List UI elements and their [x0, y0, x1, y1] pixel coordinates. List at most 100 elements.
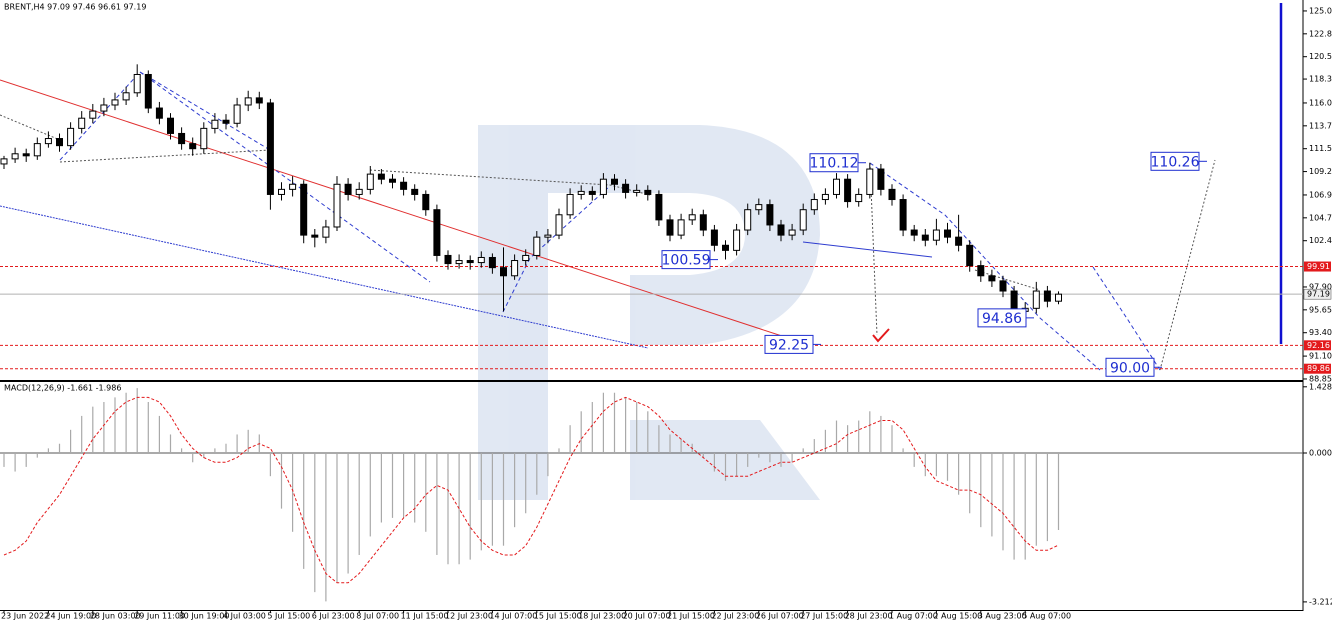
- candle-body: [921, 234, 929, 241]
- x-tick-label: 24 Jun 19:00: [45, 612, 96, 621]
- macd-signal: [3, 396, 1059, 584]
- candle-body: [955, 236, 963, 246]
- candle-body: [244, 97, 252, 106]
- candle-body: [344, 183, 352, 195]
- y-tick-label: 91.10: [1309, 352, 1332, 361]
- candle-body: [78, 117, 86, 129]
- y-tick-label: 118.35: [1309, 75, 1332, 84]
- candle-body: [322, 226, 330, 238]
- x-tick-label: 15 Jul 15:00: [534, 612, 582, 621]
- candle-body: [744, 209, 752, 231]
- candle-body: [189, 143, 197, 150]
- candle-body: [455, 260, 463, 265]
- candle-body: [300, 183, 308, 236]
- candle-body: [999, 280, 1007, 292]
- x-tick-label: 22 Jul 23:00: [711, 612, 759, 621]
- candle-body: [799, 209, 807, 231]
- candle-body: [11, 153, 19, 160]
- candle-body: [666, 219, 674, 236]
- candle-body: [67, 127, 75, 147]
- x-tick-label: 18 Jul 23:00: [578, 612, 626, 621]
- candle-body: [655, 193, 663, 221]
- macd-y-tick-label: -3.212: [1309, 597, 1332, 606]
- chart-header: BRENT,H4 97.09 97.46 96.61 97.19: [4, 3, 146, 12]
- candle-body: [44, 138, 52, 145]
- x-tick-label: 29 Jun 11:00: [134, 612, 185, 621]
- y-tick-label: 88.85: [1309, 374, 1332, 383]
- annotation-label: 92.25: [769, 337, 809, 353]
- y-tick-label: 97.90: [1309, 282, 1332, 291]
- candle-body: [155, 107, 163, 119]
- candle-body: [977, 265, 985, 277]
- candle-body: [833, 178, 840, 195]
- candle-body: [844, 178, 852, 203]
- candle-body: [477, 256, 485, 264]
- candle-body: [255, 97, 263, 104]
- candle-body: [500, 267, 507, 277]
- x-tick-label: 1 Aug 07:00: [889, 612, 938, 621]
- candle-body: [233, 104, 241, 124]
- candle-body: [89, 110, 97, 119]
- y-tick-label: 95.65: [1309, 305, 1332, 314]
- x-tick-label: 4 Jul 03:00: [223, 612, 266, 621]
- candle-body: [56, 138, 63, 147]
- candle-body: [544, 234, 552, 238]
- candle-body: [877, 168, 885, 190]
- x-tick-label: 30 Jun 19:00: [179, 612, 230, 621]
- candle-body: [633, 189, 641, 193]
- x-tick-label: 2 Aug 15:00: [933, 612, 982, 621]
- y-tick-label: 120.55: [1309, 52, 1332, 61]
- candle-body: [699, 214, 707, 231]
- candle-body: [333, 183, 341, 228]
- y-tick-label: 111.50: [1309, 144, 1332, 153]
- x-tick-label: 20 Jul 07:00: [623, 612, 671, 621]
- candle-body: [777, 224, 785, 236]
- candle-body: [422, 193, 430, 211]
- candle-body: [821, 193, 829, 201]
- last-price-label: 97.19: [1307, 290, 1330, 299]
- macd-y-tick-label: 0.000: [1309, 448, 1332, 457]
- annotation-label: 100.59: [662, 253, 711, 269]
- candle-body: [222, 119, 230, 124]
- candle-body: [311, 234, 319, 238]
- annotation-label: 90.00: [1110, 360, 1150, 376]
- candle-body: [522, 254, 530, 262]
- level-label: 89.86: [1307, 364, 1330, 373]
- candle-body: [466, 260, 474, 264]
- candle-body: [1032, 290, 1040, 309]
- y-tick-label: 93.40: [1309, 328, 1332, 337]
- x-tick-label: 5 Aug 07:00: [1022, 612, 1071, 621]
- y-tick-label: 104.70: [1309, 213, 1332, 222]
- x-tick-label: 8 Jul 07:00: [356, 612, 399, 621]
- level-tag: [1304, 261, 1331, 272]
- candle-body: [866, 168, 874, 195]
- candle-body: [755, 204, 763, 211]
- annotation-label: 110.12: [810, 156, 859, 172]
- annotation-label: 94.86: [982, 311, 1022, 327]
- x-tick-label: 28 Jun 03:00: [90, 612, 141, 621]
- candle-body: [855, 193, 863, 203]
- candle-body: [644, 189, 652, 195]
- candle-body: [111, 99, 119, 106]
- trend-lines: [0, 71, 1216, 371]
- candle-body: [511, 260, 519, 277]
- y-tick-label: 122.80: [1309, 29, 1332, 38]
- level-label: 92.16: [1307, 341, 1330, 350]
- candle-body: [910, 229, 918, 236]
- candle-body: [1043, 290, 1051, 302]
- candle-body: [289, 183, 297, 190]
- watermark: [478, 125, 820, 500]
- y-tick-label: 109.25: [1309, 167, 1332, 176]
- candle-body: [932, 229, 940, 241]
- candle-body: [888, 188, 896, 201]
- y-tick-label: 102.45: [1309, 236, 1332, 245]
- candle-body: [533, 236, 541, 256]
- x-tick-label: 28 Jul 23:00: [845, 612, 893, 621]
- candle-body: [278, 188, 285, 195]
- last-price-tag: [1303, 288, 1332, 300]
- x-tick-label: 3 Aug 23:00: [978, 612, 1027, 621]
- candle-body: [599, 178, 607, 195]
- level-tag: [1304, 363, 1331, 374]
